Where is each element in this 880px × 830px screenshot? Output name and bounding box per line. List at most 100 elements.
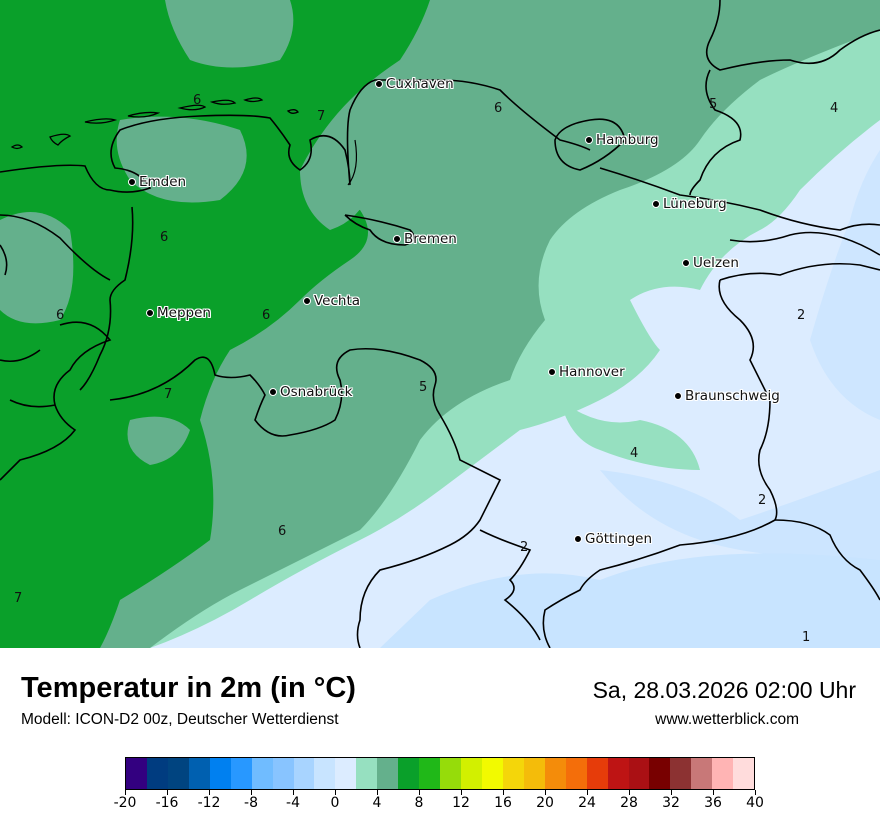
legend-swatch <box>586 758 608 789</box>
city-dot-icon <box>585 136 593 144</box>
legend-swatch <box>293 758 315 789</box>
city-label: Hamburg <box>596 132 659 148</box>
contour-label: 5 <box>709 97 718 112</box>
legend-swatch <box>649 758 671 789</box>
legend-swatch <box>691 758 713 789</box>
contour-label: 2 <box>758 493 767 508</box>
city-marker-goettingen: Göttingen <box>574 531 652 547</box>
city-dot-icon <box>303 297 311 305</box>
legend-swatch <box>398 758 420 789</box>
legend-swatch <box>230 758 252 789</box>
forecast-datetime: Sa, 28.03.2026 02:00 Uhr <box>592 677 856 703</box>
city-label: Hannover <box>559 364 625 380</box>
legend-swatch <box>544 758 566 789</box>
city-dot-icon <box>682 259 690 267</box>
legend-tick <box>587 790 588 795</box>
city-dot-icon <box>375 80 383 88</box>
legend-tick-label: -16 <box>155 795 179 811</box>
legend-swatch <box>523 758 545 789</box>
legend-swatch <box>607 758 629 789</box>
color-legend <box>125 757 755 790</box>
legend-swatch <box>272 758 294 789</box>
legend-tick <box>671 790 672 795</box>
legend-swatch <box>126 758 147 789</box>
city-label: Osnabrück <box>280 384 353 400</box>
contour-label: 6 <box>56 308 65 323</box>
city-marker-bremen: Bremen <box>393 231 457 247</box>
legend-tick-label: 36 <box>704 795 722 811</box>
legend-tick-label: 0 <box>330 795 340 811</box>
legend-tick <box>293 790 294 795</box>
legend-tick-label: -8 <box>244 795 258 811</box>
contour-label: 2 <box>520 540 529 555</box>
legend-swatch <box>251 758 273 789</box>
legend-tick-label: -12 <box>197 795 221 811</box>
legend-tick <box>461 790 462 795</box>
city-dot-icon <box>674 392 682 400</box>
legend-swatch <box>670 758 692 789</box>
legend-swatch <box>628 758 650 789</box>
city-marker-vechta: Vechta <box>303 293 360 309</box>
color-legend-ticks: -20 -16 -12 -8 -4 0 4 8 12 16 20 24 28 32 36 40 <box>114 790 764 820</box>
legend-tick <box>713 790 714 795</box>
contour-label: 4 <box>830 101 839 116</box>
city-marker-hamburg: Hamburg <box>585 132 659 148</box>
city-dot-icon <box>393 235 401 243</box>
city-label: Bremen <box>404 231 457 247</box>
legend-tick <box>629 790 630 795</box>
legend-swatch <box>565 758 587 789</box>
contour-label: 7 <box>14 591 23 606</box>
city-marker-cuxhaven: Cuxhaven <box>375 76 454 92</box>
map-title: Temperatur in 2m (in °C) <box>21 672 356 704</box>
legend-swatch <box>733 758 755 789</box>
legend-tick-label: 40 <box>746 795 764 811</box>
contour-label: 6 <box>278 524 287 539</box>
city-label: Meppen <box>157 305 211 321</box>
city-dot-icon <box>548 368 556 376</box>
city-label: Lüneburg <box>663 196 727 212</box>
city-label: Emden <box>139 174 187 190</box>
legend-swatch <box>419 758 441 789</box>
contour-label: 1 <box>802 630 811 645</box>
city-label: Göttingen <box>585 531 653 547</box>
contour-label: 6 <box>160 230 169 245</box>
legend-swatch <box>314 758 336 789</box>
legend-tick-label: 12 <box>452 795 470 811</box>
city-label: Uelzen <box>693 255 739 271</box>
city-dot-icon <box>269 388 277 396</box>
legend-swatch <box>356 758 378 789</box>
city-marker-uelzen: Uelzen <box>682 255 739 271</box>
legend-tick-label: 32 <box>662 795 680 811</box>
contour-label: 5 <box>419 380 428 395</box>
legend-swatch <box>502 758 524 789</box>
contour-label: 6 <box>494 101 503 116</box>
city-label: Vechta <box>314 293 361 309</box>
legend-swatch <box>377 758 399 789</box>
model-source: Modell: ICON-D2 00z, Deutscher Wetterdie… <box>21 711 339 728</box>
contour-label: 7 <box>317 109 326 124</box>
legend-swatch <box>712 758 734 789</box>
city-dot-icon <box>652 200 660 208</box>
city-marker-meppen: Meppen <box>146 305 211 321</box>
legend-swatch <box>335 758 357 789</box>
legend-swatch <box>440 758 461 789</box>
legend-tick <box>167 790 168 795</box>
legend-tick <box>545 790 546 795</box>
city-dot-icon <box>146 309 154 317</box>
legend-tick-label: 16 <box>494 795 512 811</box>
website-link[interactable]: www.wetterblick.com <box>655 711 799 728</box>
legend-swatch <box>146 758 168 789</box>
legend-swatch <box>188 758 210 789</box>
city-marker-osnabrueck: Osnabrück <box>269 384 352 400</box>
contour-label: 7 <box>164 387 173 402</box>
city-dot-icon <box>574 535 582 543</box>
legend-tick-label: -4 <box>286 795 300 811</box>
city-marker-braunschweig: Braunschweig <box>674 388 780 404</box>
legend-tick <box>125 790 126 795</box>
legend-tick <box>209 790 210 795</box>
legend-tick-label: 8 <box>414 795 424 811</box>
map-canvas <box>0 0 880 648</box>
legend-swatch <box>167 758 189 789</box>
legend-tick <box>335 790 336 795</box>
legend-tick-label: -20 <box>113 795 137 811</box>
